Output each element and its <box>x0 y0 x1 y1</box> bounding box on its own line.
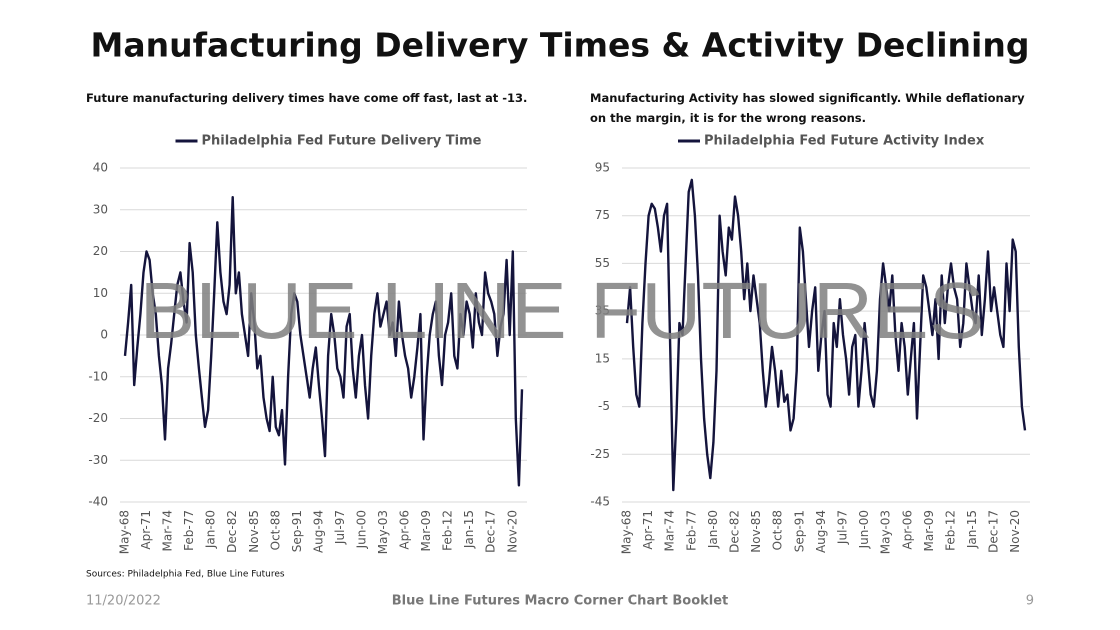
x-tick-label: Aug-94 <box>311 510 325 553</box>
x-tick-label: Dec-17 <box>987 510 1001 553</box>
x-tick-label: Sep-91 <box>290 510 304 552</box>
x-tick-label: Dec-82 <box>225 510 239 553</box>
x-tick-label: Mar-09 <box>922 510 936 551</box>
y-tick-label: 20 <box>93 244 108 258</box>
x-tick-label: Jan-80 <box>706 510 720 549</box>
y-tick-label: 40 <box>93 161 108 175</box>
x-tick-label: Feb-12 <box>943 510 957 551</box>
x-tick-label: Mar-74 <box>161 510 175 551</box>
chart-subtitle: Future manufacturing delivery times have… <box>86 91 528 105</box>
x-tick-label: May-68 <box>620 510 634 554</box>
y-tick-label: 30 <box>93 202 108 216</box>
source-note: Sources: Philadelphia Fed, Blue Line Fut… <box>86 570 285 580</box>
y-tick-label: -30 <box>88 453 108 467</box>
x-tick-label: Feb-77 <box>182 510 196 551</box>
x-tick-label: Jan-15 <box>965 510 979 549</box>
x-tick-label: Apr-06 <box>398 510 412 550</box>
x-tick-label: Oct-88 <box>771 510 785 550</box>
x-tick-label: Dec-17 <box>484 510 498 553</box>
legend-label: Philadelphia Fed Future Delivery Time <box>202 134 482 149</box>
x-tick-label: Jan-80 <box>204 510 218 549</box>
x-tick-label: Nov-20 <box>1008 510 1022 553</box>
legend-label: Philadelphia Fed Future Activity Index <box>704 134 985 149</box>
footer-date: 11/20/2022 <box>86 594 161 609</box>
x-tick-label: Feb-12 <box>441 510 455 551</box>
chart-subtitle: Manufacturing Activity has slowed signif… <box>590 91 1025 125</box>
x-tick-label: May-03 <box>376 510 390 554</box>
y-tick-label: 10 <box>93 286 108 300</box>
x-tick-label: Jun-00 <box>354 510 368 549</box>
x-tick-label: Aug-94 <box>814 510 828 553</box>
data-line <box>123 196 524 487</box>
y-tick-label: 75 <box>595 208 610 222</box>
x-tick-label: Dec-82 <box>727 510 741 553</box>
y-tick-label: 55 <box>595 256 610 270</box>
y-tick-label: -20 <box>88 411 108 425</box>
x-tick-label: Nov-85 <box>749 510 763 553</box>
x-tick-label: Apr-71 <box>641 510 655 550</box>
y-tick-label: 35 <box>595 304 610 318</box>
x-tick-label: Apr-71 <box>139 510 153 550</box>
x-tick-label: Jun-00 <box>857 510 871 549</box>
x-tick-label: Sep-91 <box>792 510 806 552</box>
y-tick-label: -5 <box>598 399 610 413</box>
data-line <box>625 178 1027 492</box>
x-tick-label: May-68 <box>118 510 132 554</box>
y-tick-label: -45 <box>590 495 610 509</box>
x-tick-label: May-03 <box>879 510 893 554</box>
x-tick-label: Nov-20 <box>505 510 519 553</box>
watermark: BLUE LINE FUTURES <box>140 266 985 355</box>
y-tick-label: 95 <box>595 161 610 175</box>
x-tick-label: Apr-06 <box>900 510 914 550</box>
x-tick-label: Jan-15 <box>462 510 476 549</box>
x-tick-label: Mar-74 <box>663 510 677 551</box>
x-tick-label: Nov-85 <box>247 510 261 553</box>
x-tick-label: Oct-88 <box>268 510 282 550</box>
y-tick-label: 15 <box>595 351 610 365</box>
footer-title: Blue Line Futures Macro Corner Chart Boo… <box>392 594 729 609</box>
x-tick-label: Jul-97 <box>333 510 347 545</box>
y-tick-label: 0 <box>100 328 108 342</box>
slide-title: Manufacturing Delivery Times & Activity … <box>91 26 1030 65</box>
x-tick-label: Feb-77 <box>684 510 698 551</box>
x-tick-label: Mar-09 <box>419 510 433 551</box>
y-tick-label: -25 <box>590 447 610 461</box>
x-tick-label: Jul-97 <box>835 510 849 545</box>
page-number: 9 <box>1026 594 1034 609</box>
y-tick-label: -40 <box>88 495 108 509</box>
y-tick-label: -10 <box>88 369 108 383</box>
